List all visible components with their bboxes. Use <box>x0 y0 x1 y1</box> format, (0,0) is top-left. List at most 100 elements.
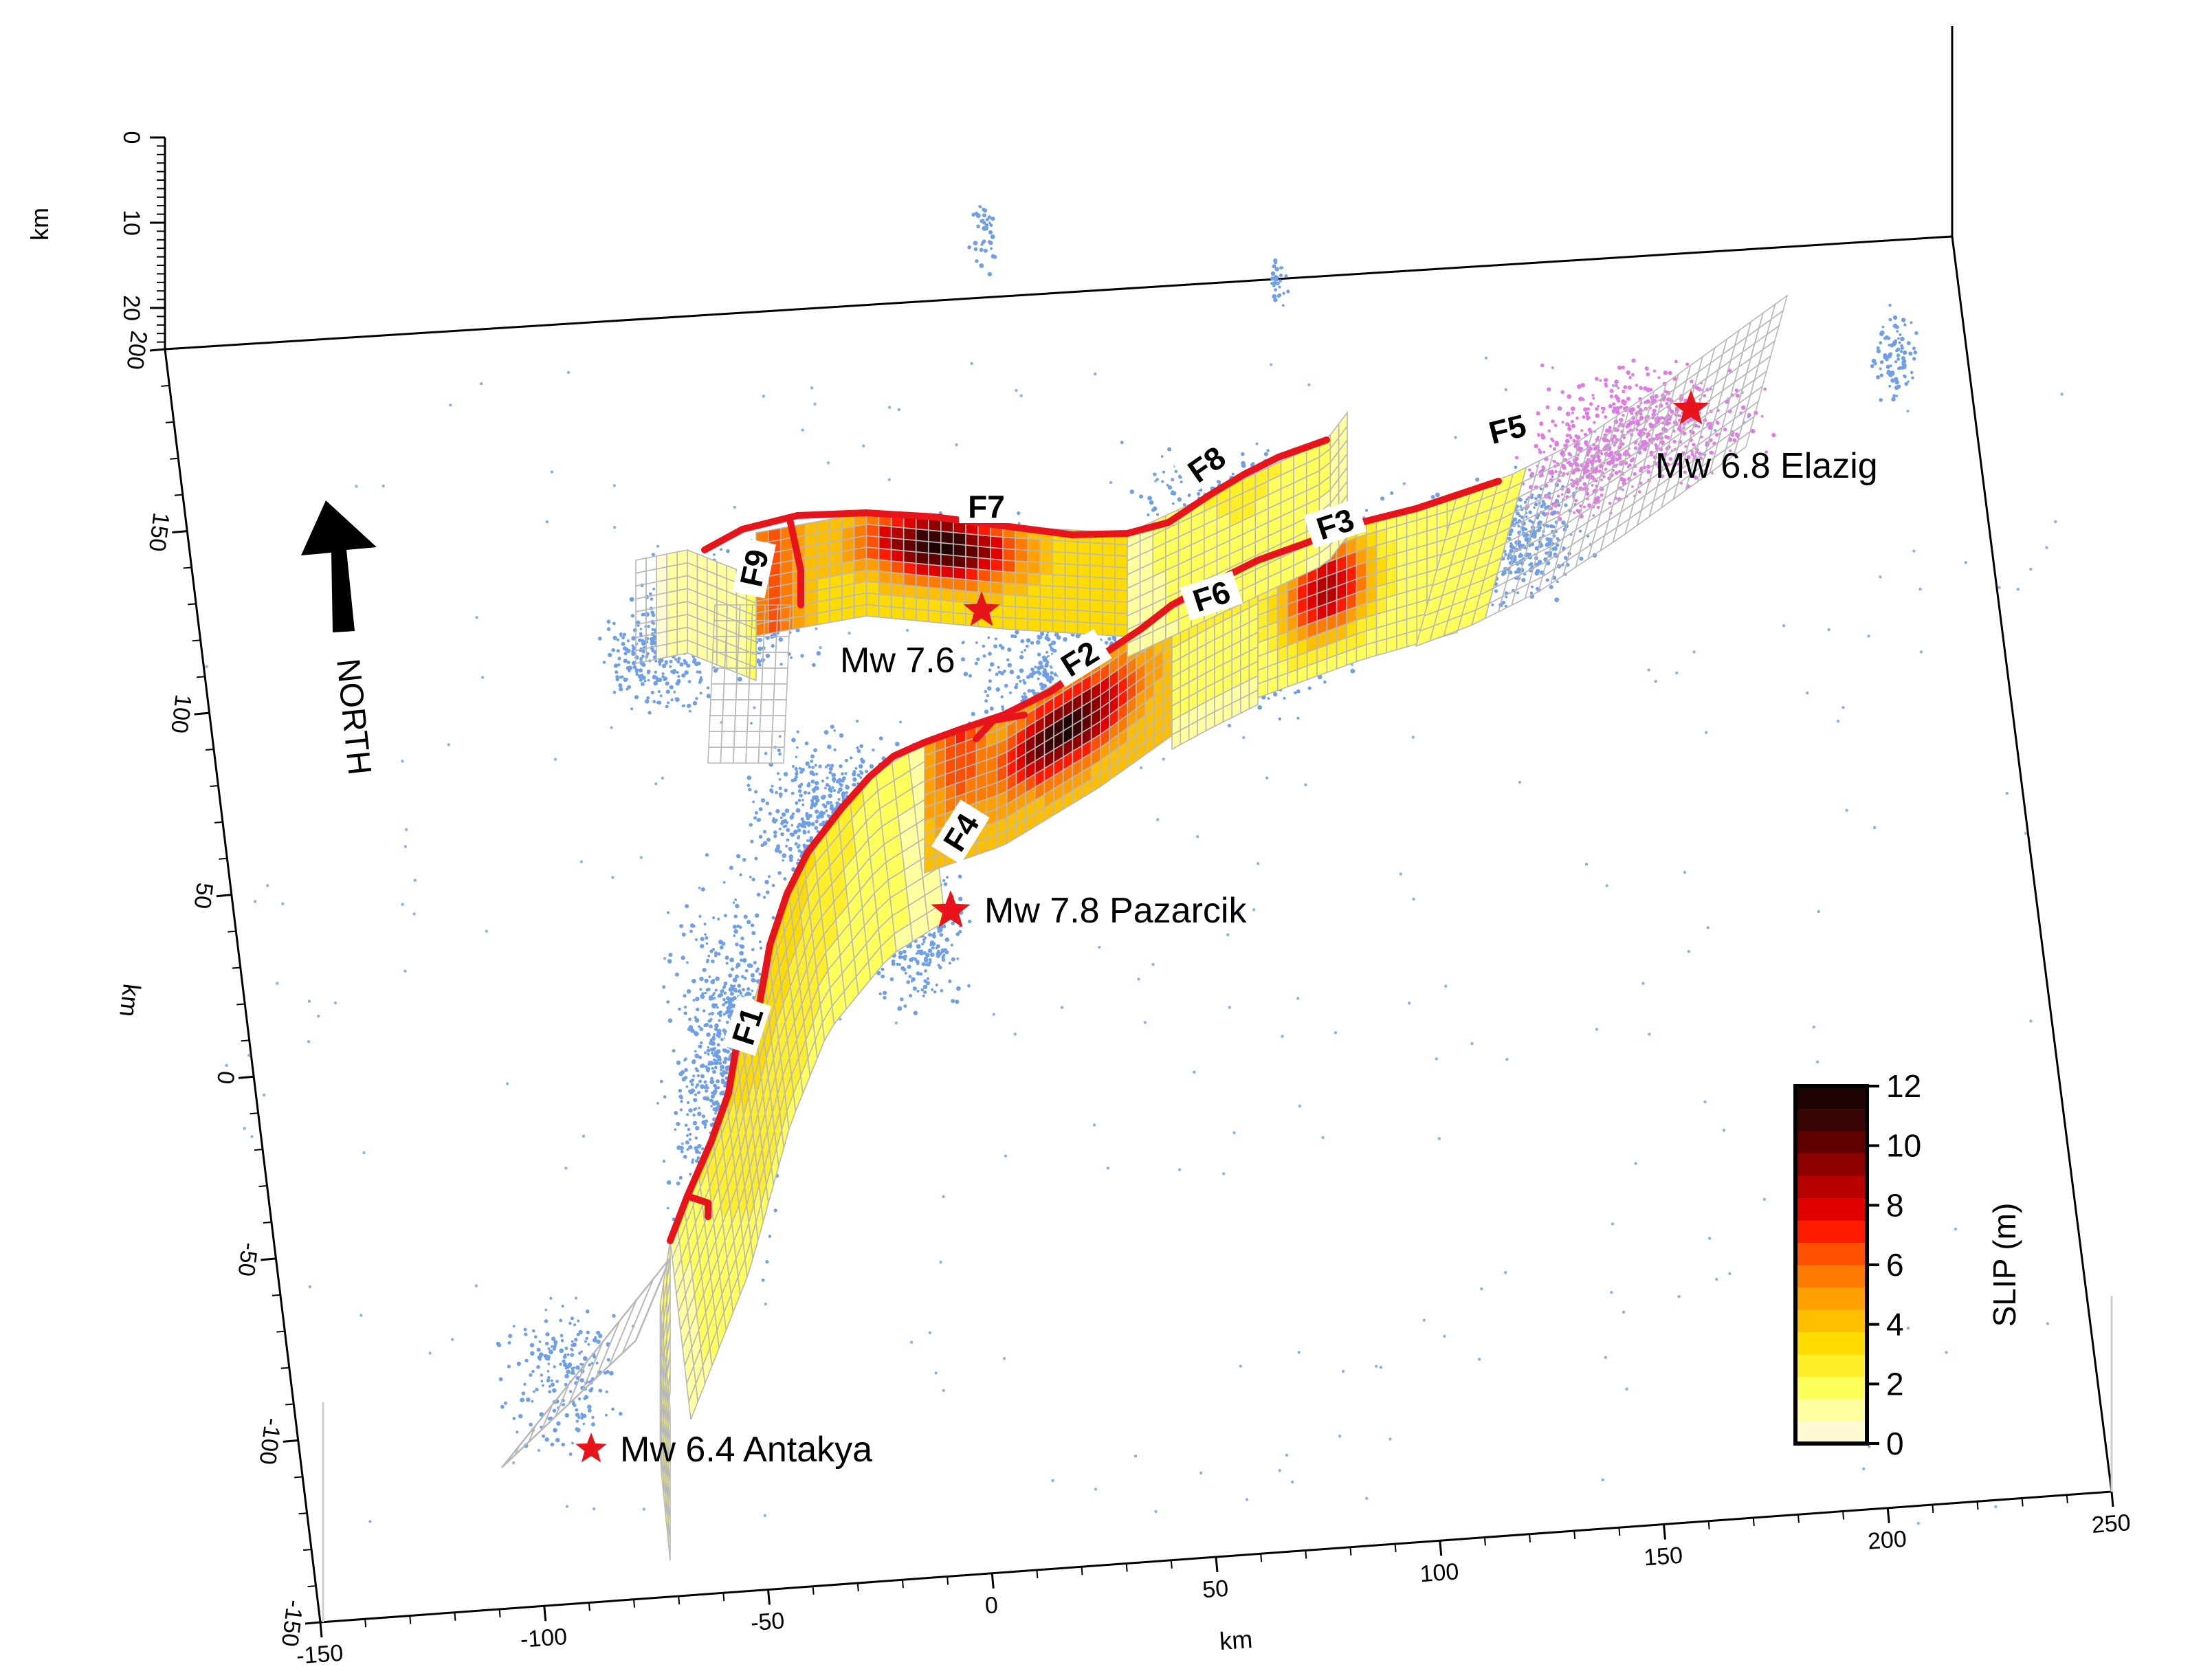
aftershock-dot <box>937 951 942 956</box>
y-tick <box>172 530 188 534</box>
x-tick-label: 100 <box>1419 1558 1459 1587</box>
aftershock-dot <box>654 659 658 663</box>
aftershock-dot <box>1516 511 1520 516</box>
aftershock-dot <box>824 765 828 769</box>
aftershock-dot <box>732 987 738 993</box>
aftershock-dot <box>746 963 752 968</box>
aftershock-dot <box>711 1004 717 1009</box>
aftershock-dot <box>797 784 802 788</box>
aftershock-dot <box>1020 639 1025 643</box>
aftershock-dot <box>1528 544 1531 548</box>
aftershock-dot <box>686 1148 689 1151</box>
aftershock-dot <box>694 1085 698 1089</box>
aftershock-dot <box>1507 557 1510 560</box>
aftershock-dot <box>699 988 703 991</box>
aftershock-dot <box>795 772 799 776</box>
aftershock-dot <box>841 791 846 796</box>
aftershock-dot <box>816 830 820 833</box>
aftershock-dot <box>701 1114 706 1118</box>
aftershock-dot <box>621 641 626 646</box>
x-tick <box>1439 1540 1443 1556</box>
aftershock-dot <box>922 990 927 995</box>
aftershock-dot <box>1546 542 1549 545</box>
aftershock-dot <box>725 955 729 960</box>
aftershock-dot <box>684 1068 688 1072</box>
aftershock-dot <box>641 682 644 686</box>
aftershock-dot <box>967 919 972 924</box>
aftershock-dot <box>687 1101 690 1105</box>
x-tick-label: -150 <box>296 1640 344 1670</box>
aftershock-dot <box>686 989 692 994</box>
aftershock-dot <box>881 974 885 979</box>
aftershock-dot <box>709 949 714 953</box>
aftershock-dot <box>776 772 780 775</box>
aftershock-dot <box>797 828 801 832</box>
aftershock-dot <box>830 725 834 729</box>
aftershock-dot <box>1529 553 1531 555</box>
aftershock-dot <box>963 672 969 676</box>
aftershock-dot <box>750 839 754 843</box>
x-minor-tick <box>1170 1560 1173 1569</box>
aftershock-dot <box>804 825 807 829</box>
aftershock-dot <box>1537 560 1542 565</box>
aftershock-dot <box>740 992 743 995</box>
aftershock-dot <box>907 964 911 969</box>
aftershock-dot <box>758 835 763 839</box>
y-tick-label: 0 <box>212 1070 239 1085</box>
aftershock-dot <box>722 1003 725 1007</box>
aftershock-dot <box>756 659 762 664</box>
aftershock-dot <box>715 976 720 982</box>
aftershock-dot <box>831 773 836 777</box>
aftershock-dot <box>732 977 738 983</box>
aftershock-dot <box>789 815 795 819</box>
aftershock-dot <box>724 1000 728 1004</box>
aftershock-dot <box>704 933 707 936</box>
aftershock-dot <box>771 916 775 920</box>
aftershock-dot <box>699 976 704 982</box>
aftershock-dot <box>781 812 786 817</box>
aftershock-dot <box>958 929 962 933</box>
aftershock-dot <box>717 1032 722 1036</box>
aftershock-dot <box>1380 496 1385 501</box>
aftershock-dot <box>769 788 773 793</box>
aftershock-dot <box>971 711 975 716</box>
aftershock-dot <box>775 808 780 814</box>
aftershock-dot <box>718 940 723 944</box>
aftershock-dot <box>626 639 630 643</box>
aftershock-dot <box>795 755 798 758</box>
aftershock-dot <box>690 1028 695 1033</box>
aftershock-dot <box>789 856 793 859</box>
aftershock-dot <box>899 720 902 724</box>
aftershock-dot <box>622 632 627 637</box>
aftershock-dot <box>872 748 875 752</box>
aftershock-dot <box>1539 487 1543 491</box>
aftershock-dot <box>1046 633 1049 637</box>
aftershock-dot <box>676 671 679 674</box>
aftershock-dot <box>856 773 861 777</box>
aftershock-dot <box>810 802 815 808</box>
aftershock-dot <box>751 877 755 882</box>
aftershock-dot <box>994 637 997 641</box>
aftershock-dot <box>1556 537 1560 540</box>
aftershock-dot <box>654 670 657 674</box>
y-minor-tick <box>272 1294 280 1296</box>
aftershock-dot <box>1272 692 1278 697</box>
aftershock-dot <box>773 830 777 835</box>
aftershock-dot <box>632 628 637 632</box>
aftershock-dot <box>797 849 801 853</box>
aftershock-dot <box>694 1050 697 1053</box>
aftershock-dot <box>1030 641 1035 645</box>
aftershock-dot <box>707 1019 711 1023</box>
aftershock-dot <box>1048 643 1052 648</box>
aftershock-dot <box>773 834 777 839</box>
aftershock-dot <box>1507 536 1512 541</box>
aftershock-dot <box>832 780 836 783</box>
aftershock-dot <box>785 821 788 824</box>
aftershock-dot <box>852 783 856 787</box>
aftershock-dot <box>832 808 835 810</box>
aftershock-dot <box>923 936 927 940</box>
aftershock-dot <box>700 1084 705 1090</box>
aftershock-dot <box>802 843 806 848</box>
aftershock-dot <box>735 974 739 979</box>
aftershock-dot <box>696 1007 700 1012</box>
